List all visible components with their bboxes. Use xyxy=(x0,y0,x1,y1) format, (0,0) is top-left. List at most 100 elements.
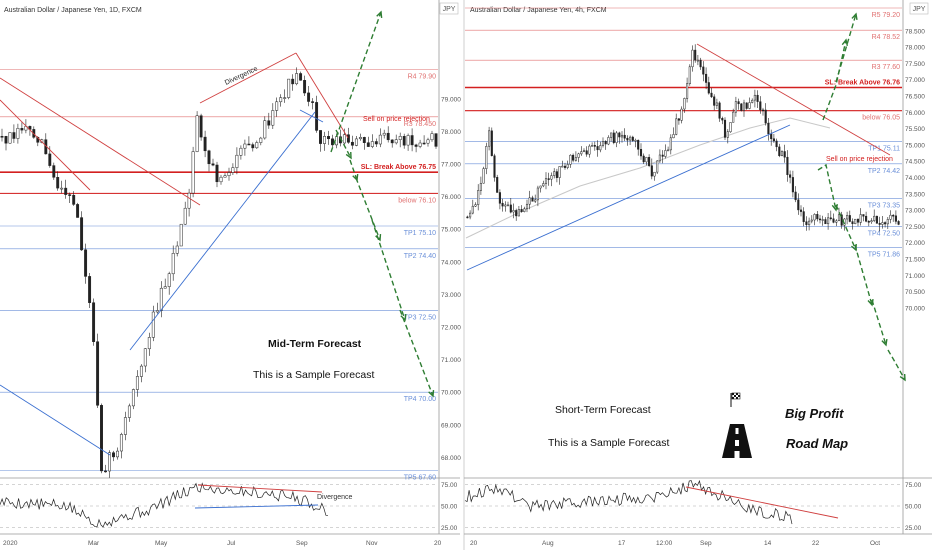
price-tick-label: 71.000 xyxy=(905,273,925,280)
candle-body xyxy=(672,134,675,139)
level-label: TP3 72.50 xyxy=(404,315,436,322)
candle-body xyxy=(255,142,259,149)
candle-body xyxy=(691,49,694,68)
candle-body xyxy=(251,144,255,149)
trendline-red-down xyxy=(0,77,201,206)
candle-body xyxy=(319,130,322,144)
candle-body xyxy=(506,204,510,207)
candle-body xyxy=(482,168,485,184)
level-label: below 76.10 xyxy=(398,197,436,204)
forecast-arrowhead xyxy=(881,338,888,347)
forecast-arrowhead xyxy=(850,243,857,252)
price-levels: R5 79.20 R4 78.52 R3 77.60 SL: Break Above … xyxy=(465,7,902,258)
candle-body xyxy=(539,185,542,189)
currency-badge[interactable] xyxy=(439,2,459,15)
price-axis-ticks: 78.500 78.000 77.500 77.000 76.500 76.000 75.5… xyxy=(905,28,925,312)
candle-body xyxy=(410,135,414,146)
candle-body xyxy=(764,109,767,124)
candle-body xyxy=(488,130,491,147)
price-tick-label: 77.000 xyxy=(905,77,925,84)
price-tick-label: 78.500 xyxy=(905,28,925,35)
candle-body xyxy=(378,134,382,145)
forecast-arrowhead xyxy=(851,12,858,21)
candle-body xyxy=(599,145,602,151)
candle-body xyxy=(139,365,143,377)
candle-body xyxy=(175,245,179,254)
h4-chart-panel: Australian Dollar / Japanese Yen, 4h, FX… xyxy=(463,0,932,550)
candle-body xyxy=(705,73,708,83)
candle-body xyxy=(889,214,892,220)
forecast-title: Short-Term Forecast xyxy=(555,404,651,416)
candle-body xyxy=(688,66,691,84)
time-tick-label: 20 xyxy=(434,540,442,547)
candle-body xyxy=(509,204,512,213)
candle-body xyxy=(607,137,610,145)
price-tick-label: 79.000 xyxy=(441,96,461,103)
candle-body xyxy=(634,139,637,142)
currency-badge[interactable] xyxy=(909,2,929,15)
candle-body xyxy=(143,348,147,367)
candle-body xyxy=(856,218,860,223)
candle-body xyxy=(658,154,661,162)
price-tick-label: 76.000 xyxy=(905,110,925,117)
candle-body xyxy=(528,197,531,205)
time-tick-label: Nov xyxy=(366,540,378,547)
candle-body xyxy=(531,197,534,202)
level-label: R3 78.450 xyxy=(404,121,436,128)
price-tick-label: 75.500 xyxy=(905,126,925,133)
time-tick-label: 17 xyxy=(618,540,626,547)
candle-body xyxy=(821,219,824,221)
candle-body xyxy=(859,214,862,223)
candle-body xyxy=(211,163,215,166)
level-label: R3 77.60 xyxy=(872,64,901,71)
candle-body xyxy=(737,101,740,105)
candle-body xyxy=(645,157,648,163)
candle-body xyxy=(515,210,518,217)
candle-body xyxy=(104,470,107,473)
forecast-arrow xyxy=(835,204,857,251)
candle-body xyxy=(577,153,580,158)
rsi-tick-label: 25.00 xyxy=(441,525,458,532)
candle-body xyxy=(542,183,545,187)
price-tick-label: 71.500 xyxy=(905,257,925,264)
candle-body xyxy=(740,103,743,111)
forecast-arrow xyxy=(371,219,406,321)
candle-body xyxy=(734,101,737,113)
price-axis-ticks: 79.000 78.000 77.000 76.000 75.000 74.000 73.0… xyxy=(441,96,461,462)
forecast-arrowhead xyxy=(428,389,435,398)
candle-body xyxy=(80,217,84,251)
candle-body xyxy=(707,82,710,94)
candle-body xyxy=(167,273,171,287)
candle-body xyxy=(829,217,832,220)
price-tick-label: 75.000 xyxy=(441,227,461,234)
candle-body xyxy=(786,156,789,175)
trendline-red-down xyxy=(696,43,891,156)
time-tick-label: Sep xyxy=(700,540,712,547)
candle-body xyxy=(96,341,100,406)
candle-body xyxy=(259,137,263,143)
candle-body xyxy=(523,208,526,212)
candle-body xyxy=(398,136,402,140)
candle-body xyxy=(835,220,838,223)
rsi-pane: 75.00 50.00 25.00 xyxy=(464,479,922,532)
candle-body xyxy=(275,101,279,111)
candle-body xyxy=(862,214,865,217)
forecast-arrowhead xyxy=(345,151,352,160)
candle-body xyxy=(851,221,854,225)
candle-body xyxy=(767,122,770,135)
candle-body xyxy=(639,149,643,157)
level-label: TP5 67.60 xyxy=(404,475,436,482)
price-tick-label: 69.000 xyxy=(441,422,461,429)
candle-body xyxy=(555,171,558,178)
candle-body xyxy=(656,160,659,173)
forecast-arrow xyxy=(854,244,873,306)
candle-body xyxy=(84,249,88,277)
candle-body xyxy=(648,157,651,166)
candle-body xyxy=(642,155,645,163)
candle-body xyxy=(553,171,556,176)
candle-body xyxy=(366,142,370,147)
candle-body xyxy=(846,215,849,220)
price-tick-label: 72.000 xyxy=(905,240,925,247)
candle-body xyxy=(183,207,187,225)
candle-body xyxy=(20,128,24,131)
